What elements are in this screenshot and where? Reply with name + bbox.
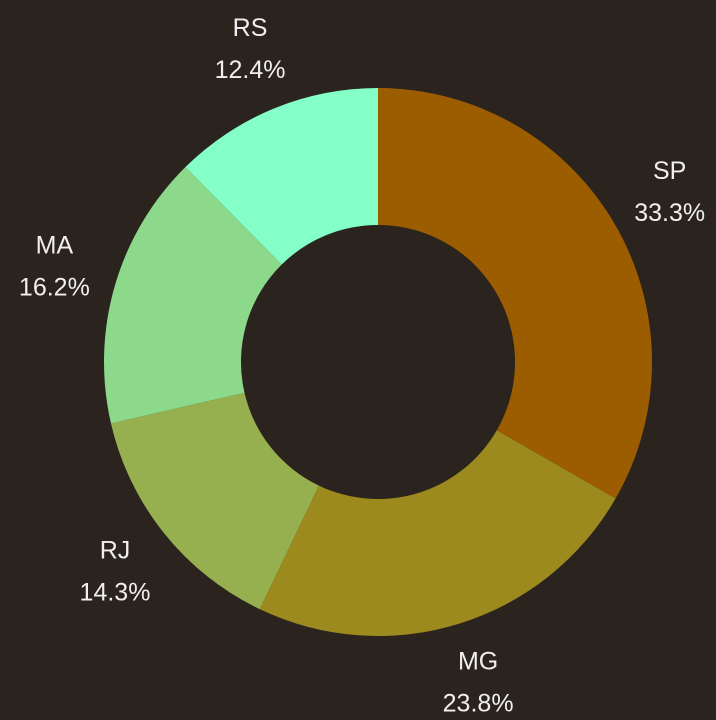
slice-label: MG (458, 647, 498, 675)
slice-label: RS (233, 14, 268, 42)
donut-slice (185, 88, 378, 265)
slice-label: MA (36, 232, 74, 260)
donut-slice (103, 167, 282, 424)
donut-slice (378, 88, 653, 499)
slice-value-label: 14.3% (80, 578, 151, 606)
slice-value-label: 16.2% (19, 274, 90, 302)
slice-value-label: 33.3% (634, 199, 705, 227)
slice-value-label: 23.8% (443, 689, 514, 717)
donut-slice (259, 430, 616, 637)
slice-value-label: 12.4% (215, 56, 286, 84)
donut-slice (110, 392, 319, 610)
slice-label: RJ (100, 536, 131, 564)
slice-label: SP (653, 157, 686, 185)
